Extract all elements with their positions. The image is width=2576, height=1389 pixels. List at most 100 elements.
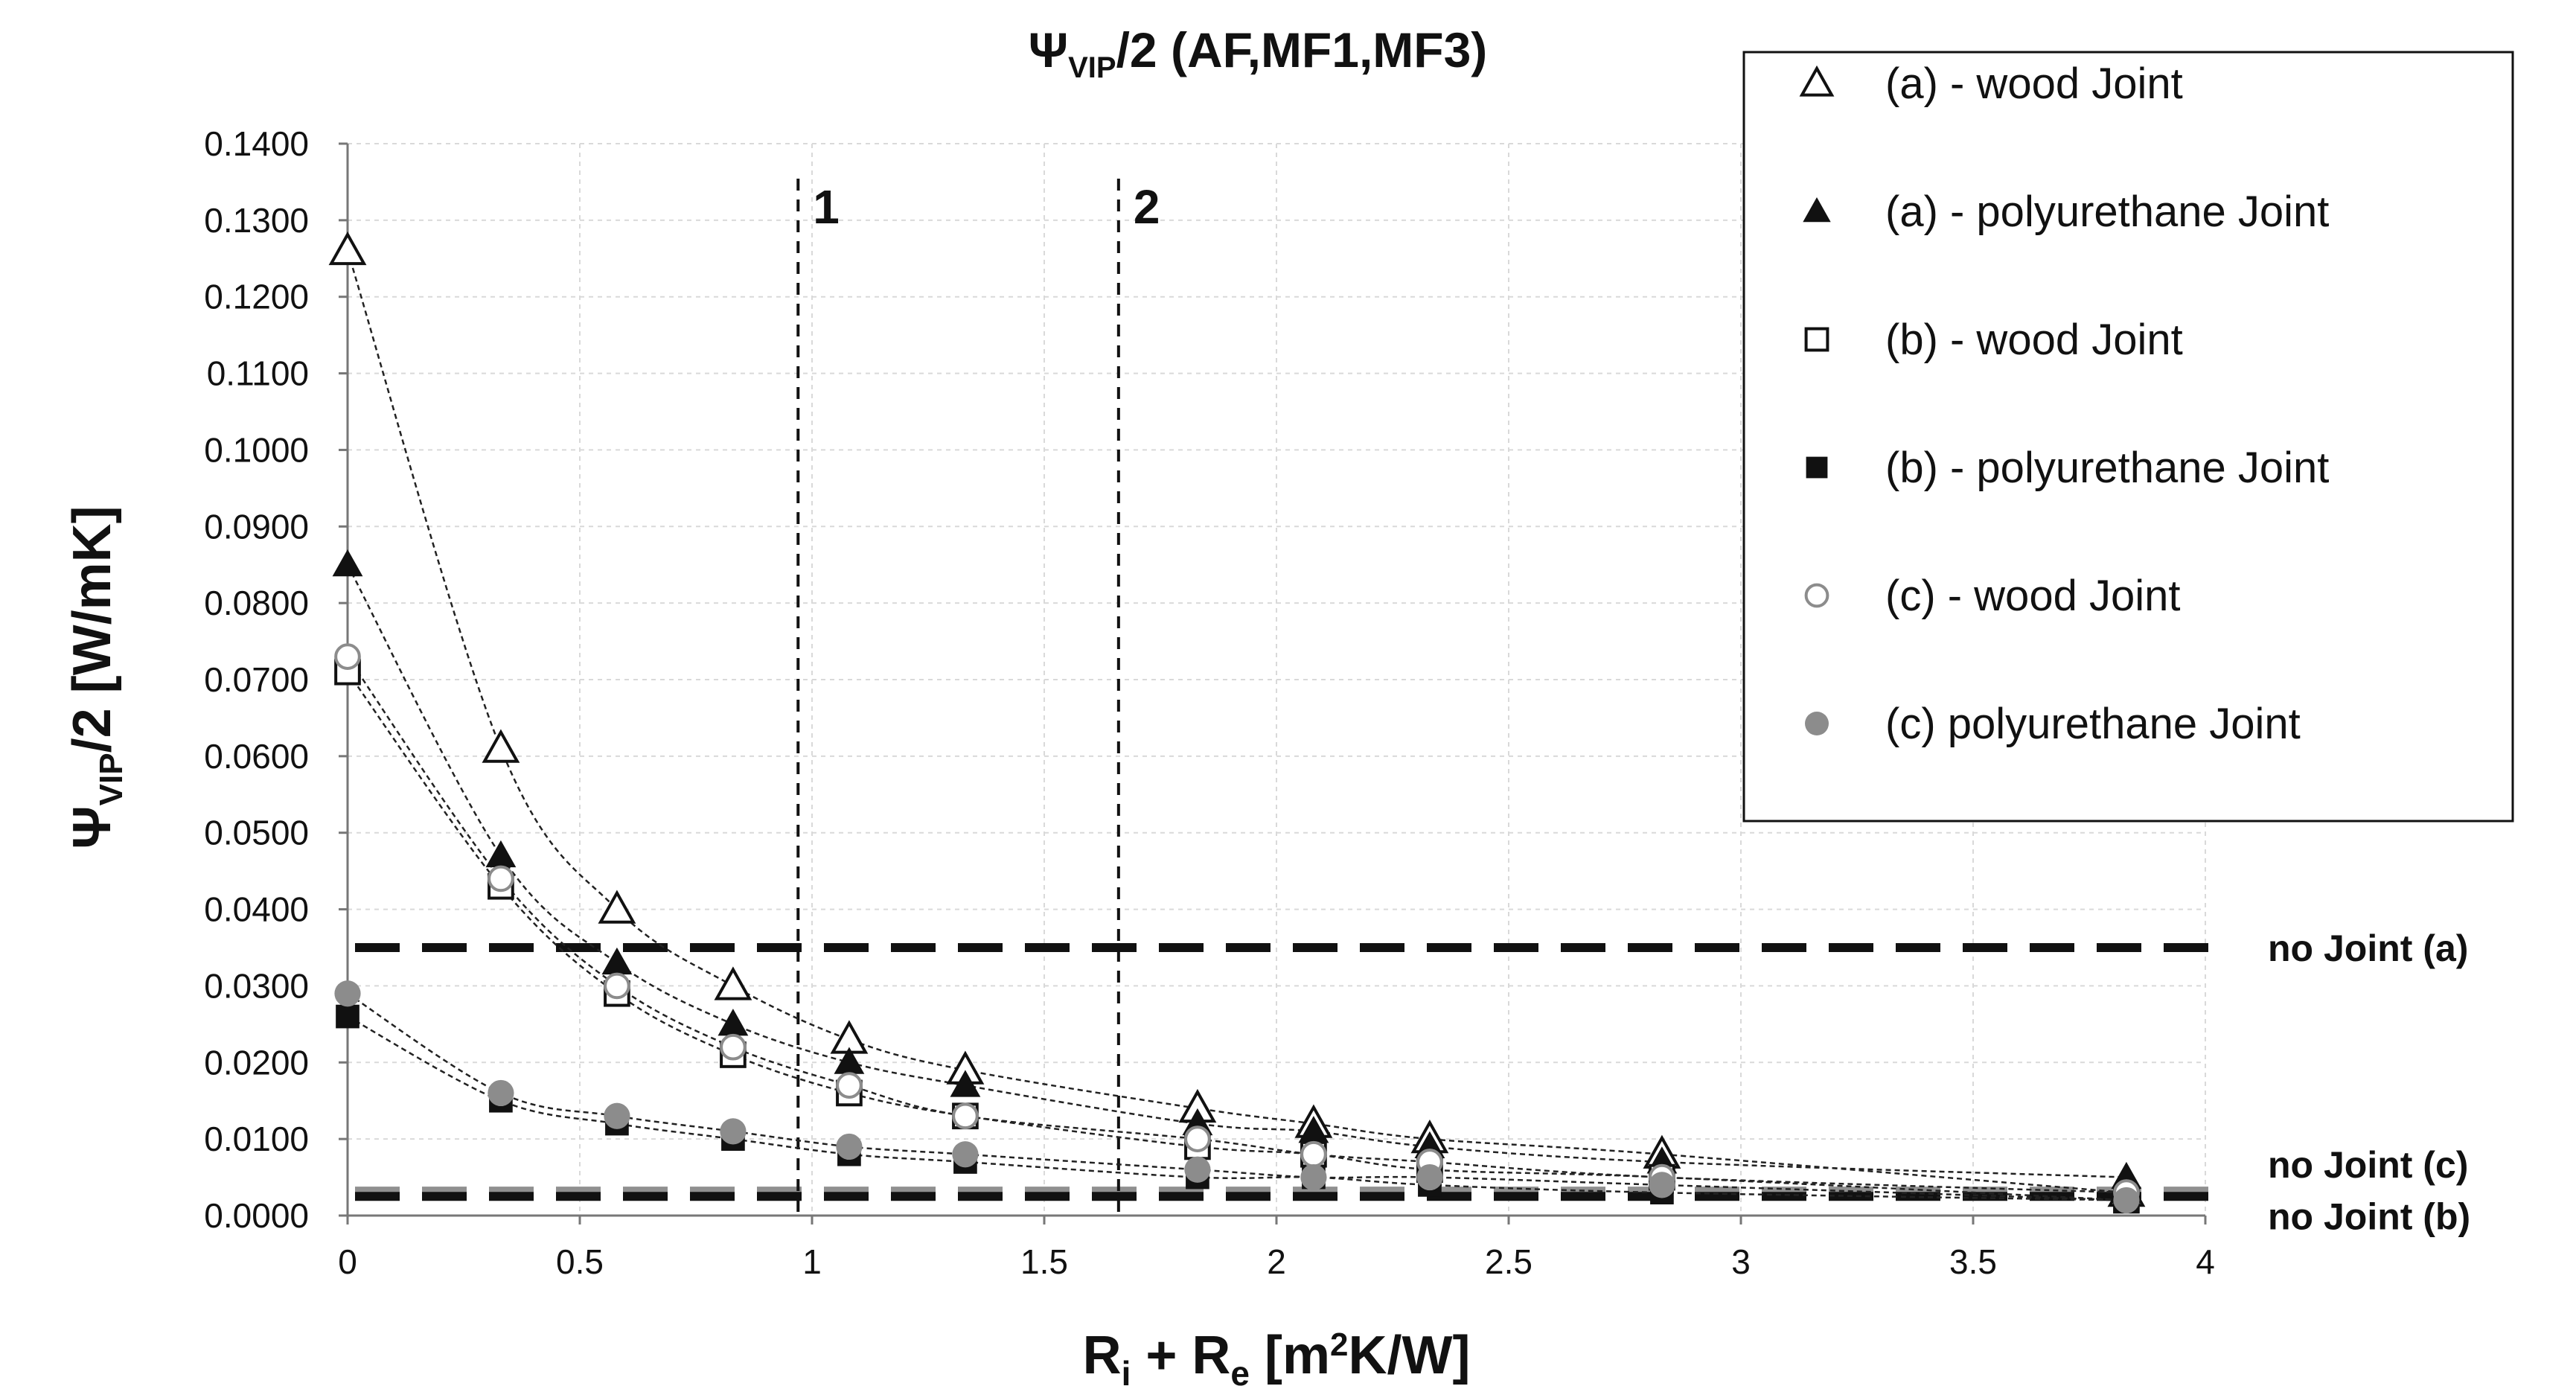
trend-curve <box>346 671 2126 1201</box>
legend-marker <box>1805 712 1829 735</box>
chart-title-sub: VIP <box>1068 51 1116 84</box>
x-axis-title-unit: [m <box>1250 1326 1330 1385</box>
data-point <box>1184 1156 1211 1183</box>
x-tick-label: 4 <box>2196 1242 2215 1281</box>
y-tick-label: 0.1300 <box>204 201 309 240</box>
x-axis-title-r2: + R <box>1131 1326 1230 1385</box>
reference-line-label: no Joint (c) <box>2268 1144 2468 1186</box>
legend-marker <box>1803 197 1831 223</box>
data-point <box>1300 1140 1327 1168</box>
legend-label: (a) - wood Joint <box>1885 60 2183 108</box>
legend-marker <box>1799 65 1835 97</box>
y-axis-title-sub: VIP <box>93 753 130 805</box>
y-tick-label: 0.0600 <box>204 737 309 776</box>
x-tick-label: 3 <box>1731 1242 1751 1281</box>
legend-box <box>1742 51 2514 823</box>
data-point <box>488 1079 514 1107</box>
legend-label: (c) - wood Joint <box>1885 572 2180 620</box>
data-point <box>604 972 630 1000</box>
data-point <box>1416 1163 1443 1191</box>
data-point <box>485 840 517 868</box>
x-axis-title-unit-sup: 2 <box>1330 1326 1348 1363</box>
chart-title: ΨVIP/2 (AF,MF1,MF3) <box>1029 22 1488 84</box>
data-point <box>2113 1187 2140 1214</box>
data-point <box>720 1033 747 1061</box>
trend-curve <box>346 250 2127 1194</box>
data-point <box>836 1133 863 1160</box>
data-point <box>601 947 633 975</box>
data-point <box>334 980 361 1007</box>
x-tick-label: 3.5 <box>1949 1242 1997 1281</box>
trend-curve <box>347 992 2126 1201</box>
data-point <box>482 729 520 763</box>
data-points <box>328 231 2146 1214</box>
data-point <box>836 1072 863 1099</box>
y-tick-label: 0.0500 <box>204 814 309 852</box>
trend-curve <box>347 1015 2126 1201</box>
data-point <box>952 1102 979 1130</box>
data-point <box>336 1004 359 1029</box>
x-axis-title-unit-rest: K/W] <box>1348 1326 1470 1385</box>
legend-label: (b) - polyurethane Joint <box>1885 444 2329 492</box>
y-tick-label: 0.0400 <box>204 890 309 929</box>
y-tick-label: 0.0200 <box>204 1043 309 1082</box>
data-point <box>952 1141 979 1168</box>
y-tick-label: 0.1000 <box>204 430 309 469</box>
x-tick-label: 2.5 <box>1485 1242 1533 1281</box>
reference-lines: no Joint (a) no Joint (c) no Joint (b) <box>355 927 2470 1237</box>
y-tick-label: 0.0300 <box>204 966 309 1005</box>
legend-marker <box>1804 327 1829 352</box>
data-point <box>328 231 367 266</box>
y-tick-label: 0.0100 <box>204 1120 309 1158</box>
data-point <box>598 890 636 924</box>
x-axis-title-r2-sub: e <box>1230 1354 1250 1389</box>
trend-curves <box>346 250 2127 1201</box>
y-tick-label: 0.0900 <box>204 507 309 546</box>
chart-title-psi: Ψ <box>1029 22 1068 77</box>
data-point <box>604 1102 630 1129</box>
data-point <box>332 549 363 577</box>
y-tick-label: 0.1100 <box>207 354 309 393</box>
y-axis-title: ΨVIP/2 [W/mK] <box>63 505 130 849</box>
x-tick-label: 1 <box>802 1242 822 1281</box>
data-point <box>334 643 361 670</box>
data-point <box>1649 1172 1675 1198</box>
y-axis-title-rest: /2 [W/mK] <box>63 505 122 753</box>
legend-marker <box>1804 583 1829 608</box>
y-tick-label: 0.1200 <box>204 278 309 316</box>
y-axis-title-psi: Ψ <box>63 805 122 849</box>
data-point <box>717 1009 749 1036</box>
x-axis-title: Ri + Re [m2K/W] <box>1083 1326 1471 1389</box>
vertical-marker-label: 1 <box>813 180 840 234</box>
x-axis-title-r1: R <box>1083 1326 1122 1385</box>
reference-line-label: no Joint (a) <box>2268 927 2468 969</box>
x-tick-label: 2 <box>1267 1242 1286 1281</box>
chart-title-rest: /2 (AF,MF1,MF3) <box>1116 22 1488 77</box>
data-point <box>950 1070 981 1097</box>
legend-marker <box>1806 456 1828 479</box>
trend-curve <box>346 564 2126 1178</box>
vertical-marker-label: 2 <box>1134 180 1160 234</box>
data-point <box>1300 1163 1327 1191</box>
tick-labels: 0.0000 0.0100 0.0200 0.0300 0.0400 0.0500 0.06… <box>204 124 2215 1281</box>
reference-line-label: no Joint (b) <box>2268 1195 2470 1237</box>
data-point <box>720 1118 747 1145</box>
y-tick-label: 0.0800 <box>204 584 309 622</box>
x-tick-label: 0 <box>338 1242 357 1281</box>
data-point <box>1184 1125 1211 1152</box>
x-axis-title-r1-sub: i <box>1122 1354 1131 1389</box>
trend-curve <box>346 656 2126 1194</box>
x-tick-label: 0.5 <box>556 1242 604 1281</box>
y-tick-label: 0.0000 <box>204 1196 309 1235</box>
legend-label: (b) - wood Joint <box>1885 316 2183 364</box>
legend-label: (a) - polyurethane Joint <box>1885 188 2329 236</box>
data-point <box>714 966 752 1000</box>
data-point <box>488 865 514 893</box>
y-tick-label: 0.1400 <box>204 124 309 163</box>
x-tick-label: 1.5 <box>1020 1242 1068 1281</box>
y-tick-label: 0.0700 <box>204 660 309 699</box>
legend: (a) - wood Joint (a) - polyurethane Joint… <box>1742 51 2514 823</box>
legend-label: (c) polyurethane Joint <box>1885 700 2301 748</box>
